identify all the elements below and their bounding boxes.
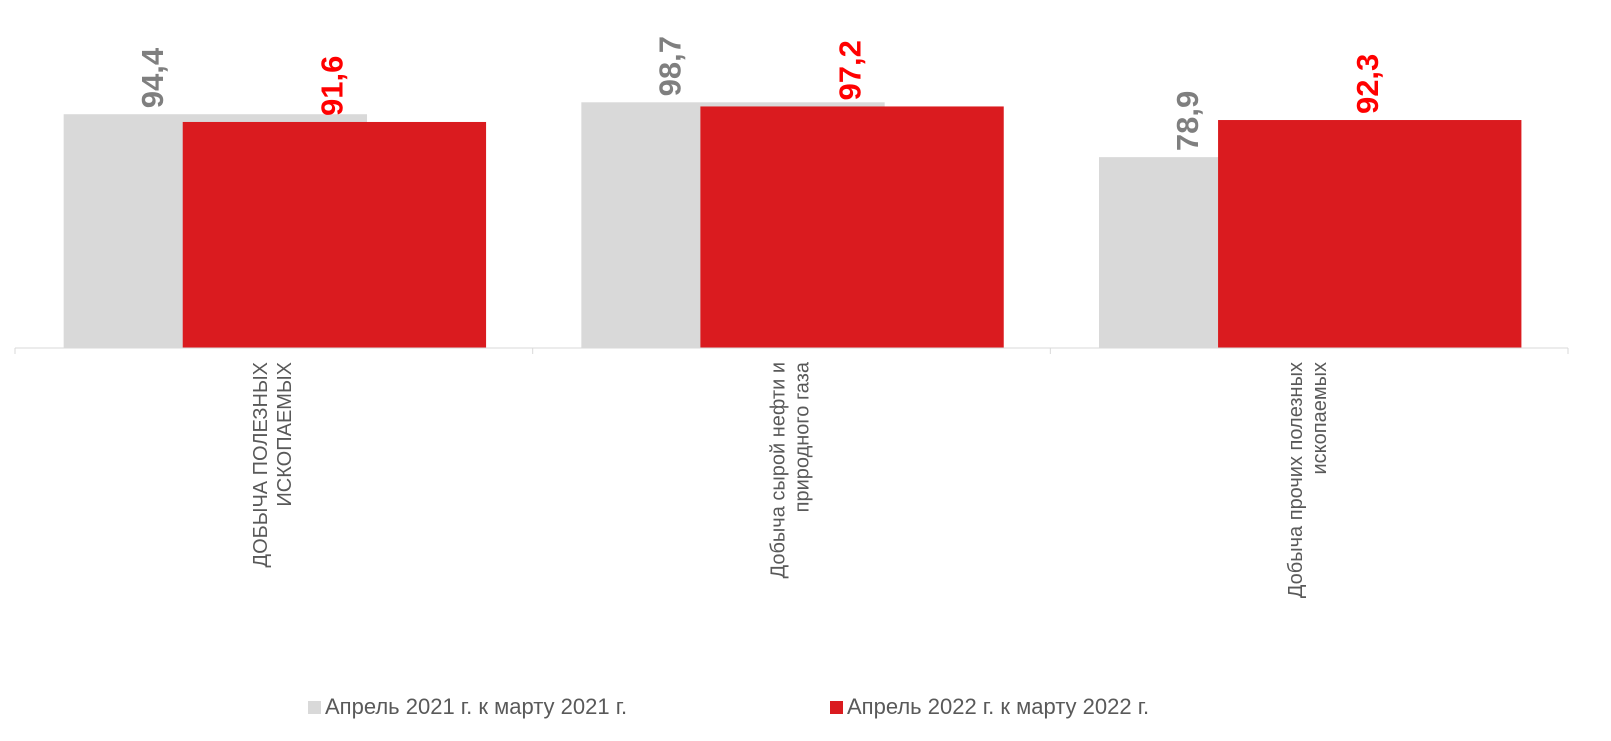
legend-label: Апрель 2022 г. к марту 2022 г. [847, 694, 1149, 719]
legend-label: Апрель 2021 г. к марту 2021 г. [325, 694, 627, 719]
bar [182, 121, 487, 348]
value-label: 94,4 [135, 47, 170, 108]
value-label: 97,2 [832, 40, 867, 100]
value-label: 78,9 [1170, 91, 1205, 151]
legend-swatch [830, 701, 843, 714]
x-tick-label-line: природного газа [792, 361, 814, 512]
x-tick-label-line: Добыча прочих полезных [1285, 362, 1307, 598]
x-tick-label-line: ископаемых [1309, 362, 1331, 474]
x-tick-label: ДОБЫЧА ПОЛЕЗНЫХ ИСКОПАЕМЫХ [250, 362, 296, 567]
x-tick-label-line: ИСКОПАЕМЫХ [274, 362, 296, 507]
value-label: 98,7 [653, 36, 688, 96]
legend-swatch [308, 701, 321, 714]
x-tick-label-line: ДОБЫЧА ПОЛЕЗНЫХ [250, 362, 272, 567]
x-tick-label-line: Добыча сырой нефти и [768, 362, 790, 578]
x-tick-label: Добыча сырой нефти и природного газа [768, 361, 814, 578]
x-tick-label: Добыча прочих полезных ископаемых [1285, 362, 1331, 598]
bar [700, 106, 1004, 349]
value-label: 91,6 [315, 56, 350, 116]
value-label: 92,3 [1350, 54, 1385, 114]
bar [1218, 120, 1522, 349]
